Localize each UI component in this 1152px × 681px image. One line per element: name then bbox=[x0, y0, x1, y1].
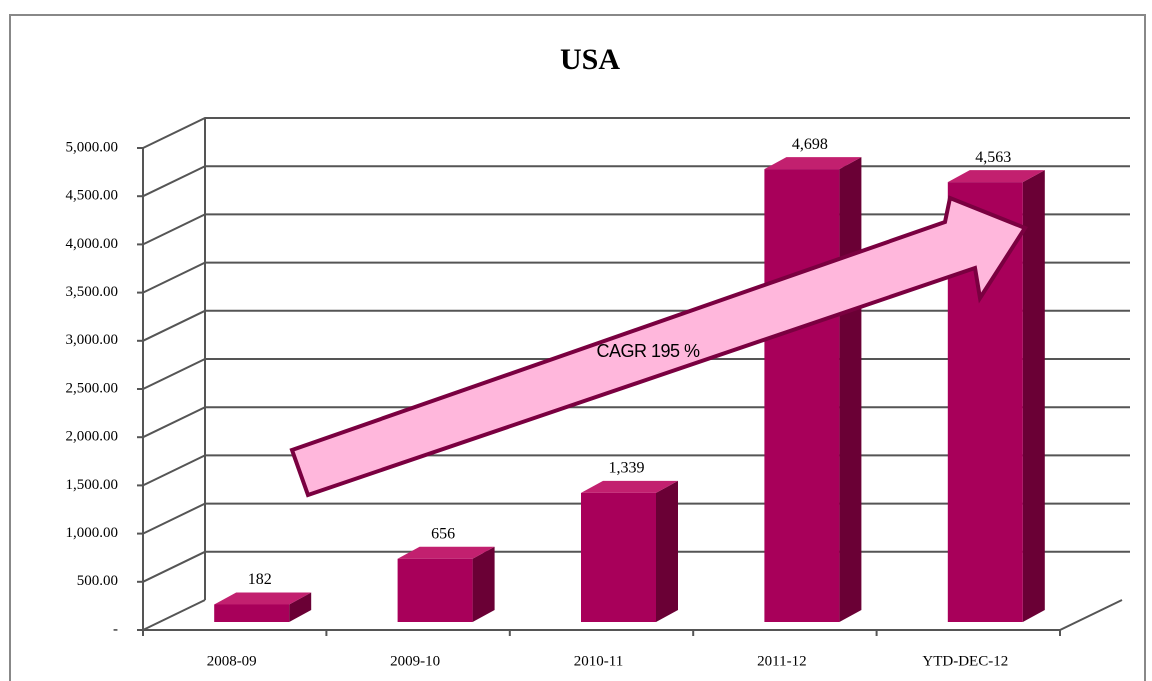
cagr-arrow bbox=[289, 195, 1028, 498]
x-tick-label: 2009-10 bbox=[390, 653, 440, 669]
bar-front bbox=[581, 492, 656, 622]
chart-title: USA bbox=[560, 43, 620, 76]
bar bbox=[581, 480, 678, 622]
data-label: 1,339 bbox=[609, 460, 645, 477]
data-label: 182 bbox=[248, 571, 272, 588]
bar-front bbox=[214, 604, 290, 622]
bar-side bbox=[472, 546, 495, 622]
data-label: 656 bbox=[431, 525, 455, 542]
y-tick-label: 2,500.00 bbox=[66, 380, 119, 396]
y-tick-label: 1,500.00 bbox=[66, 477, 119, 493]
y-tick-label: 500.00 bbox=[77, 573, 118, 589]
bar bbox=[214, 592, 312, 622]
y-tick-label: - bbox=[113, 621, 118, 637]
y-tick-label: 1,000.00 bbox=[66, 525, 119, 541]
x-tick-label: YTD-DEC-12 bbox=[922, 653, 1008, 669]
bar bbox=[764, 157, 862, 622]
plot: - 500.00 1,000.00 1,500.00 2,000.00 2,500.00 3… bbox=[66, 117, 1130, 669]
bar-top bbox=[764, 157, 862, 170]
y-tick-label: 4,000.00 bbox=[66, 236, 119, 252]
y-tick-label: 2,000.00 bbox=[66, 429, 119, 445]
bar-top bbox=[214, 592, 312, 605]
bar-side bbox=[656, 480, 678, 622]
bar-top bbox=[581, 480, 678, 493]
bar-top bbox=[947, 170, 1045, 183]
grid-line bbox=[142, 117, 1130, 149]
x-tick-label: 2011-12 bbox=[757, 653, 806, 669]
data-label: 4,563 bbox=[975, 149, 1011, 166]
bar-side bbox=[289, 592, 312, 622]
bar-front bbox=[397, 558, 473, 622]
bar-side bbox=[839, 157, 862, 622]
floor-back bbox=[142, 599, 206, 631]
y-tick-label: 4,500.00 bbox=[66, 188, 119, 204]
y-tick-label: 3,000.00 bbox=[66, 332, 119, 348]
annotation: CAGR 195 % bbox=[596, 341, 700, 361]
y-tick-label: 5,000.00 bbox=[66, 139, 119, 155]
x-tick-label: 2008-09 bbox=[207, 653, 257, 669]
data-label: 4,698 bbox=[792, 136, 828, 153]
x-tick-label: 2010-11 bbox=[574, 653, 623, 669]
y-tick-label: 3,500.00 bbox=[66, 284, 119, 300]
bar-top bbox=[397, 546, 495, 559]
bar-side bbox=[1022, 170, 1045, 622]
bar bbox=[397, 546, 495, 622]
bar-front bbox=[764, 169, 840, 622]
